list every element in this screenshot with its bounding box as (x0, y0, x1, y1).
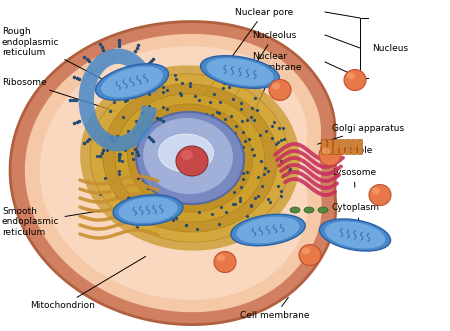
FancyBboxPatch shape (333, 139, 338, 155)
Text: Smooth
endoplasmic
reticulum: Smooth endoplasmic reticulum (2, 207, 102, 237)
Ellipse shape (181, 150, 193, 160)
Ellipse shape (372, 187, 380, 195)
Text: Ribosome: Ribosome (2, 77, 115, 111)
Ellipse shape (113, 195, 183, 225)
Text: Mitochondrion: Mitochondrion (30, 257, 146, 310)
Ellipse shape (344, 70, 366, 90)
Ellipse shape (207, 58, 274, 86)
Text: Cell membrane: Cell membrane (240, 297, 310, 320)
Polygon shape (25, 34, 322, 312)
FancyBboxPatch shape (346, 139, 351, 155)
Ellipse shape (325, 221, 385, 249)
Ellipse shape (322, 148, 330, 155)
Ellipse shape (214, 252, 236, 272)
Text: Nucleus: Nucleus (372, 43, 408, 53)
Ellipse shape (127, 104, 252, 212)
Text: Lysosome: Lysosome (332, 167, 376, 187)
Ellipse shape (269, 79, 291, 101)
Ellipse shape (143, 118, 233, 194)
Ellipse shape (158, 134, 213, 172)
Ellipse shape (299, 245, 321, 265)
Ellipse shape (290, 207, 300, 213)
Ellipse shape (103, 84, 277, 232)
Text: Nucleolus: Nucleolus (202, 30, 296, 150)
Ellipse shape (136, 112, 244, 204)
Ellipse shape (318, 207, 328, 213)
Ellipse shape (201, 56, 279, 88)
Text: Golgi apparatus: Golgi apparatus (318, 123, 404, 144)
Ellipse shape (140, 114, 240, 202)
Ellipse shape (217, 255, 225, 261)
FancyBboxPatch shape (328, 139, 333, 155)
FancyBboxPatch shape (339, 139, 345, 155)
FancyBboxPatch shape (357, 139, 363, 155)
Ellipse shape (236, 216, 300, 243)
Ellipse shape (80, 65, 300, 251)
Ellipse shape (320, 219, 391, 251)
Ellipse shape (90, 74, 290, 242)
Ellipse shape (101, 67, 163, 98)
Text: Centriole: Centriole (332, 146, 374, 155)
Ellipse shape (176, 146, 208, 176)
Ellipse shape (231, 214, 305, 246)
Ellipse shape (304, 207, 314, 213)
Text: Nuclear
membrane: Nuclear membrane (239, 52, 302, 145)
Ellipse shape (369, 184, 391, 206)
Text: Nuclear pore: Nuclear pore (197, 8, 293, 106)
FancyBboxPatch shape (321, 139, 327, 155)
Ellipse shape (302, 248, 310, 255)
Ellipse shape (319, 145, 341, 166)
Ellipse shape (272, 82, 280, 89)
FancyBboxPatch shape (351, 139, 356, 155)
Ellipse shape (347, 72, 355, 79)
Text: Rough
endoplasmic
reticulum: Rough endoplasmic reticulum (2, 27, 106, 81)
Polygon shape (40, 46, 308, 300)
Ellipse shape (118, 197, 178, 223)
Text: Cytoplasm: Cytoplasm (332, 204, 380, 222)
Ellipse shape (115, 94, 265, 222)
Ellipse shape (95, 64, 168, 100)
Polygon shape (10, 22, 337, 325)
